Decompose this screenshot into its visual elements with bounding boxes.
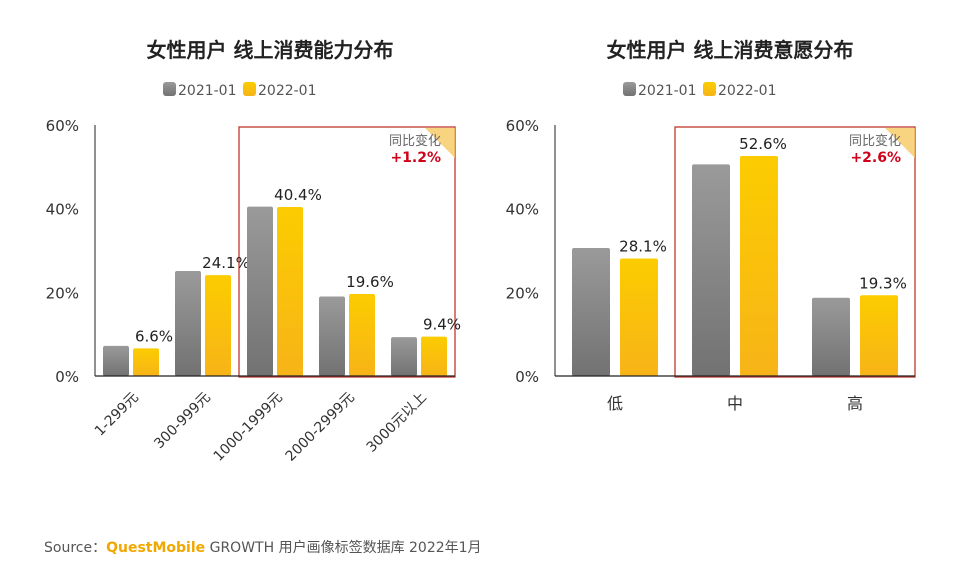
bar-2021-01-1-299元 (103, 345, 129, 376)
bar-2022-01-1-299元 (133, 348, 159, 376)
source-prefix: Source： (44, 540, 107, 556)
x-tick-label: 300-999元 (151, 390, 214, 453)
corner-flag (885, 128, 915, 158)
y-tick-label: 60% (46, 117, 79, 135)
corner-flag (425, 128, 455, 158)
x-tick-label: 中 (727, 394, 743, 413)
y-tick-label: 20% (506, 284, 539, 302)
bar-2021-01-高 (812, 297, 850, 376)
x-tick-label: 3000元以上 (364, 390, 430, 456)
bar-2022-01-1000-1999元 (277, 206, 303, 376)
bar-2022-01-中 (740, 155, 778, 376)
bar-2021-01-低 (572, 247, 610, 376)
y-tick-label: 20% (46, 284, 79, 302)
data-label: 24.1% (202, 254, 250, 272)
x-tick-label: 1000-1999元 (211, 390, 286, 465)
y-tick-label: 0% (55, 368, 79, 386)
legend-swatch-2022-01 (243, 82, 256, 96)
chart-title: 女性用户 线上消费能力分布 (147, 38, 394, 62)
data-label: 9.4% (423, 316, 461, 334)
legend-swatch-2022-01 (703, 82, 716, 96)
highlight-box (238, 126, 456, 378)
bar-2022-01-3000元以上 (421, 336, 447, 376)
bar-2021-01-300-999元 (175, 270, 201, 376)
legend-label-2021-01: 2021-01 (178, 83, 237, 99)
bar-2021-01-1000-1999元 (247, 206, 273, 376)
change-value: +1.2% (390, 150, 441, 166)
bar-2021-01-中 (692, 164, 730, 376)
data-label: 6.6% (135, 327, 173, 345)
x-tick-label: 2000-2999元 (283, 390, 358, 465)
change-label: 同比变化 (849, 133, 901, 149)
source-brand: QuestMobile (106, 540, 206, 556)
legend-label-2021-01: 2021-01 (638, 83, 697, 99)
data-label: 19.6% (346, 273, 394, 291)
legend-label-2022-01: 2022-01 (718, 83, 777, 99)
legend-label-2022-01: 2022-01 (258, 83, 317, 99)
bar-2022-01-2000-2999元 (349, 294, 375, 376)
x-tick-label: 低 (607, 394, 623, 413)
change-value: +2.6% (850, 150, 901, 166)
data-label: 40.4% (274, 186, 322, 204)
y-tick-label: 0% (515, 368, 539, 386)
y-tick-label: 40% (506, 201, 539, 219)
bar-2022-01-高 (860, 295, 898, 376)
legend-swatch-2021-01 (623, 82, 636, 96)
x-tick-label: 高 (847, 394, 863, 413)
legend-swatch-2021-01 (163, 82, 176, 96)
y-tick-label: 60% (506, 117, 539, 135)
x-tick-label: 1-299元 (92, 390, 142, 440)
change-label: 同比变化 (389, 133, 441, 149)
source-note: Source：QuestMobile GROWTH 用户画像标签数据库 2022… (44, 537, 482, 557)
data-label: 19.3% (859, 274, 907, 292)
data-label: 28.1% (619, 237, 667, 255)
data-label: 52.6% (739, 135, 787, 153)
source-text: GROWTH 用户画像标签数据库 2022年1月 (205, 540, 482, 556)
bar-2022-01-低 (620, 258, 658, 376)
bar-2022-01-300-999元 (205, 275, 231, 376)
highlight-box (674, 126, 916, 378)
y-tick-label: 40% (46, 201, 79, 219)
bar-2021-01-2000-2999元 (319, 296, 345, 376)
chart-title: 女性用户 线上消费意愿分布 (607, 38, 854, 62)
bar-2021-01-3000元以上 (391, 337, 417, 376)
